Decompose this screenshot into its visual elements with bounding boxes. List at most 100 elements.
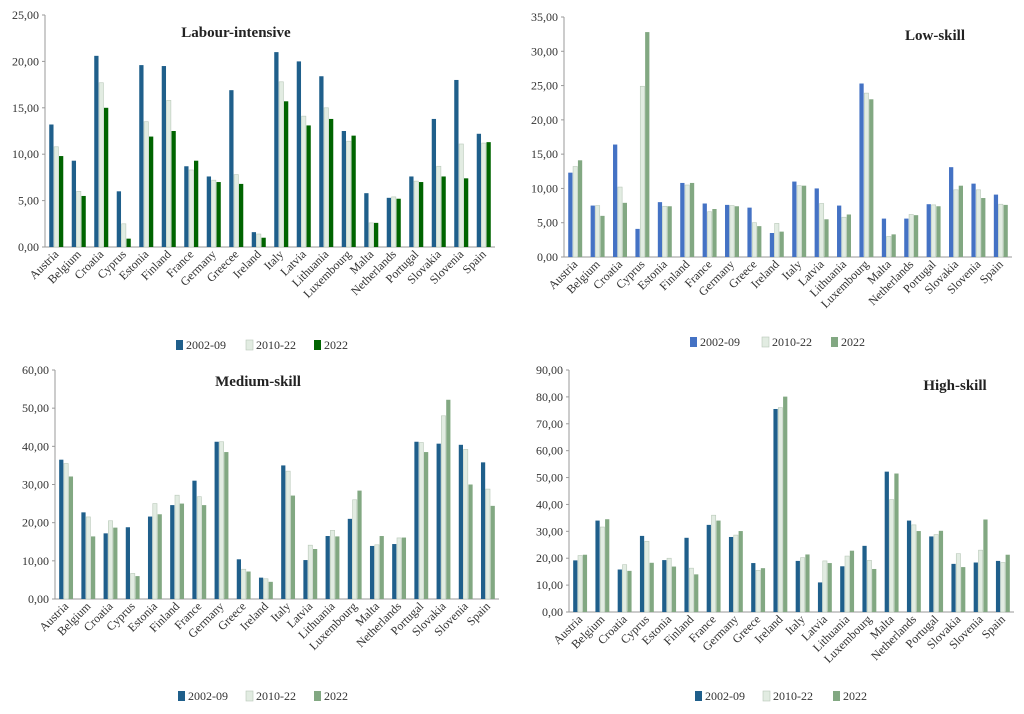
- bar-2022-croatia: [103, 107, 109, 247]
- bar-2022-lithuania: [849, 550, 855, 612]
- y-tick-label: 40,00: [536, 497, 563, 511]
- bar-2010-22-spain: [998, 203, 1004, 258]
- bar-2010-22-italy: [796, 185, 802, 258]
- legend-swatch-2002-09: [690, 337, 697, 347]
- bar-2010-22-austria: [577, 555, 583, 613]
- bar-2022-belgium: [91, 536, 96, 599]
- bar-2002-09-slovenia: [971, 183, 976, 257]
- labour-intensive-chart: 0,005,0010,0015,0020,0025,00AustriaBelgi…: [12, 8, 495, 352]
- y-tick-label: 50,00: [22, 401, 49, 415]
- bar-2022-portugal: [938, 530, 944, 612]
- bar-2002-09-cyprus: [639, 535, 645, 612]
- bar-2010-22-france: [188, 169, 194, 248]
- bar-2002-09-lithuania: [325, 536, 330, 599]
- legend-label-2022: 2022: [324, 338, 348, 352]
- bar-2022-cyprus: [645, 32, 650, 258]
- bar-2010-22-slovenia: [975, 189, 981, 258]
- high-skill-chart: 0,00 10,00 20,00 30,00 40,00 50,00 60,00 70,00 8…: [536, 363, 1014, 703]
- y-tick-label: 10,00: [531, 181, 558, 195]
- bar-2022-greece: [757, 226, 762, 257]
- bar-2010-22-cyprus: [639, 85, 645, 258]
- bar-2002-09-portugal: [409, 176, 414, 247]
- bar-2002-09-italy: [795, 560, 800, 612]
- bar-2010-22-estonia: [143, 121, 149, 248]
- bar-2002-09-latvia: [296, 61, 302, 248]
- legend-label-2022: 2022: [324, 689, 348, 703]
- bar-2010-22-latvia: [819, 203, 825, 258]
- bar-2010-22-portugal: [931, 204, 937, 258]
- bar-2002-09-malta: [364, 193, 369, 247]
- bar-2002-09-finland: [161, 66, 167, 247]
- bar-2002-09-croatia: [94, 55, 99, 247]
- bar-2002-09-germany: [725, 204, 730, 257]
- y-tick-label: 10,00: [12, 147, 39, 161]
- bar-2010-22-portugal: [933, 534, 939, 613]
- bar-2010-22-luxembourg: [863, 92, 869, 258]
- bar-2010-22-france: [196, 496, 202, 600]
- bar-2002-09-malta: [881, 218, 887, 257]
- bar-2010-22-finland: [688, 567, 694, 613]
- bar-2022-slovenia: [983, 519, 988, 612]
- bar-2022-netherlands: [916, 531, 921, 612]
- bar-2022-finland: [689, 182, 695, 257]
- bar-2010-22-germany: [729, 205, 735, 258]
- bar-2022-italy: [283, 101, 289, 247]
- bar-2002-09-croatia: [103, 533, 108, 599]
- bar-2010-22-lithuania: [844, 555, 850, 613]
- bar-2002-09-estonia: [147, 516, 153, 599]
- bar-2010-22-austria: [63, 463, 69, 600]
- legend-swatch-2002-09: [176, 340, 183, 350]
- legend-label-2002-09: 2002-09: [705, 689, 745, 703]
- bar-2022-estonia: [671, 566, 677, 612]
- bar-2010-22-ireland: [256, 233, 262, 248]
- bar-2002-09-slovenia: [973, 562, 978, 612]
- bar-2010-22-croatia: [617, 186, 623, 258]
- y-tick-label: 5,00: [537, 216, 558, 230]
- legend-swatch-2010-22: [245, 339, 254, 351]
- legend-swatch-2022: [833, 691, 840, 701]
- y-tick-label: 5,00: [18, 194, 39, 208]
- chart-title: Labour-intensive: [181, 25, 291, 41]
- bar-2010-22-ireland: [774, 223, 780, 258]
- legend-label-2002-09: 2002-09: [700, 335, 740, 349]
- bar-2022-lithuania: [328, 118, 334, 247]
- bar-2002-09-cyprus: [635, 228, 640, 257]
- bar-2022-ireland: [779, 231, 784, 257]
- y-tick-label: 35,00: [531, 10, 558, 24]
- bar-2022-france: [193, 160, 199, 247]
- bar-2010-22-greece: [241, 568, 247, 600]
- bar-2022-italy: [805, 554, 810, 612]
- bar-2002-09-slovakia: [436, 443, 441, 599]
- bar-2022-luxembourg: [869, 99, 874, 257]
- y-tick-label: 70,00: [536, 417, 563, 431]
- bar-2022-finland: [694, 574, 699, 612]
- bar-2010-22-france: [707, 211, 713, 258]
- bar-2022-spain: [1003, 204, 1008, 257]
- bar-2002-09-netherlands: [386, 197, 392, 247]
- bar-2022-malta: [894, 473, 899, 612]
- bar-2022-luxembourg: [357, 490, 362, 599]
- medium-skill-chart: 0,0010,0020,0030,0040,0050,0060,00Austri…: [22, 363, 499, 703]
- bar-2022-france: [712, 209, 717, 257]
- bar-2002-09-cyprus: [125, 527, 130, 599]
- bar-2002-09-slovakia: [951, 563, 956, 612]
- bar-2022-luxembourg: [872, 568, 877, 612]
- bar-2002-09-luxembourg: [347, 518, 352, 599]
- legend-label-2002-09: 2002-09: [188, 689, 228, 703]
- bar-2022-ireland: [268, 581, 273, 599]
- bar-2022-italy: [801, 185, 807, 257]
- bar-2010-22-ireland: [263, 578, 269, 600]
- bar-2010-22-cyprus: [130, 573, 136, 600]
- bar-2010-22-estonia: [152, 503, 158, 600]
- bar-2010-22-latvia: [301, 115, 307, 248]
- bar-2022-slovakia: [958, 185, 963, 257]
- bar-2022-slovakia: [446, 399, 451, 599]
- bar-2010-22-estonia: [662, 205, 668, 258]
- bar-2010-22-slovakia: [955, 553, 961, 613]
- bar-2002-09-austria: [49, 124, 54, 247]
- bar-2002-09-ireland: [769, 233, 775, 257]
- bar-2002-09-lithuania: [840, 566, 845, 612]
- bar-2010-22-greece: [755, 570, 761, 613]
- bar-2002-09-slovakia: [949, 167, 954, 257]
- bar-2002-09-belgium: [71, 160, 77, 247]
